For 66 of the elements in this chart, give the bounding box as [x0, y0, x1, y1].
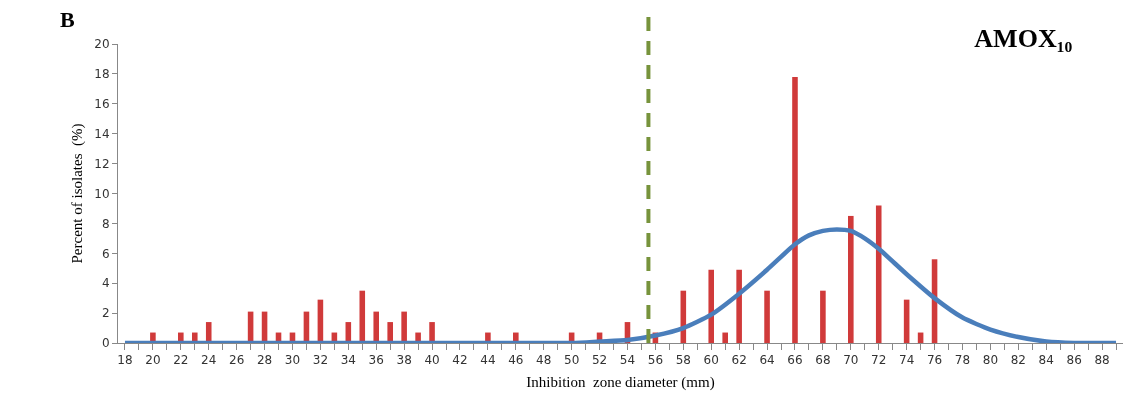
x-tick-label: 62 — [731, 353, 747, 368]
bar — [820, 290, 826, 343]
y-tick-label: 20 — [94, 37, 110, 52]
y-axis-title: Percent of isolates (%) — [68, 123, 86, 264]
bar — [764, 290, 770, 343]
y-tick-label: 14 — [94, 126, 110, 141]
y-tick-label: 18 — [94, 67, 110, 82]
x-tick-label: 86 — [1066, 353, 1082, 368]
x-tick-label: 18 — [117, 353, 133, 368]
x-tick-label: 36 — [368, 353, 384, 368]
x-tick-label: 20 — [145, 353, 161, 368]
bar — [708, 269, 715, 343]
x-tick-label: 52 — [591, 353, 608, 368]
x-tick-label: 80 — [982, 353, 999, 368]
x-tick-label: 24 — [201, 353, 217, 368]
x-tick-label: 38 — [396, 353, 412, 368]
y-tick-label: 10 — [94, 186, 110, 201]
x-tick-label: 88 — [1094, 353, 1110, 368]
y-tick-label: 2 — [101, 306, 110, 321]
x-tick-label: 72 — [871, 353, 887, 368]
x-tick-label: 74 — [899, 353, 915, 368]
x-tick-label: 22 — [173, 353, 189, 368]
y-tick-label: 0 — [101, 336, 110, 351]
chart-title: AMOX₁₀ — [974, 23, 1073, 53]
bar — [736, 269, 742, 343]
x-tick-label: 66 — [787, 353, 803, 368]
x-tick-label: 76 — [926, 353, 943, 368]
x-tick-label: 48 — [536, 353, 552, 368]
x-tick-label: 82 — [1010, 353, 1026, 368]
x-tick-label: 50 — [564, 353, 580, 368]
bar — [875, 205, 882, 343]
x-tick-label: 32 — [312, 353, 329, 368]
x-tick-label: 26 — [229, 353, 245, 368]
y-tick-label: 6 — [101, 246, 110, 261]
bar — [359, 290, 366, 343]
bar — [848, 215, 854, 343]
x-tick-label: 60 — [703, 353, 719, 368]
bar — [722, 332, 728, 343]
x-tick-label: 58 — [675, 353, 691, 368]
bar — [205, 322, 212, 343]
bar — [429, 322, 435, 343]
x-tick-label: 44 — [480, 353, 496, 368]
bar — [387, 322, 393, 343]
x-tick-label: 68 — [815, 353, 831, 368]
text: B — [60, 7, 75, 32]
x-tick-label: 28 — [256, 353, 273, 368]
bar — [373, 311, 380, 343]
x-tick-label: 54 — [619, 353, 636, 368]
x-tick-label: 56 — [647, 353, 664, 368]
x-tick-label: 42 — [452, 353, 468, 368]
x-tick-label: 64 — [759, 353, 775, 368]
bar — [401, 311, 407, 343]
y-tick-label: 8 — [101, 216, 110, 231]
bar — [792, 76, 798, 343]
x-tick-label: 30 — [284, 353, 301, 368]
line-series — [122, 227, 1119, 343]
x-tick-label: 40 — [424, 353, 440, 368]
x-axis-title: Inhibition zone diameter (mm) — [526, 374, 715, 392]
y-tick-label: 16 — [94, 97, 110, 111]
x-tick-label: 70 — [843, 353, 859, 368]
y-tick-label: 12 — [94, 156, 110, 171]
x-tick-label: 34 — [340, 353, 356, 368]
y-tick-label: 4 — [101, 276, 110, 291]
x-tick-label: 78 — [954, 353, 971, 368]
x-tick-label: 46 — [508, 353, 524, 368]
x-tick-label: 84 — [1038, 353, 1054, 368]
